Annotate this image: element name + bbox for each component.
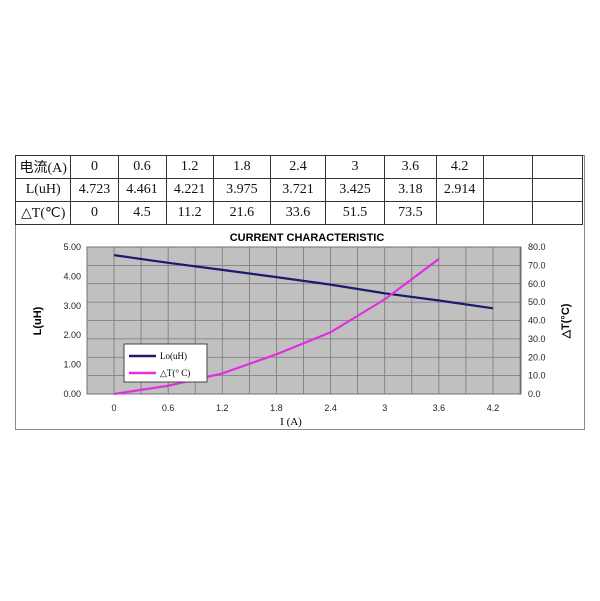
- y-tick-label: 0.00: [63, 389, 81, 399]
- table-cell: [531, 155, 584, 179]
- y-tick-label: 2.00: [63, 330, 81, 340]
- table-cell: 11.2: [165, 201, 214, 225]
- x-tick-label: 4.2: [487, 403, 500, 413]
- data-table: 电流(A) 0 0.6 1.2 1.8 2.4 3 3.6 4.2 L(uH) 4.723 4.461…: [14, 155, 584, 225]
- table-row: △T(℃) 0 4.5 11.2 21.6 33.6 51.5 73.5: [14, 201, 584, 225]
- legend-label: △T(° C): [160, 368, 190, 378]
- y2-tick-label: 80.0: [528, 242, 546, 252]
- y2-tick-label: 0.0: [528, 389, 541, 399]
- y2-tick-label: 60.0: [528, 279, 546, 289]
- x-tick-label: 3.6: [433, 403, 446, 413]
- table-cell: 4.723: [70, 178, 119, 202]
- y2-tick-label: 50.0: [528, 297, 546, 307]
- y2-tick-label: 20.0: [528, 352, 546, 362]
- y2-tick-label: 70.0: [528, 260, 546, 270]
- series-line-inductance: [113, 254, 494, 310]
- x-tick-label: 0.6: [162, 403, 175, 413]
- table-cell: 1.8: [212, 155, 272, 179]
- y-tick-label: 5.00: [63, 242, 81, 252]
- x-tick-label: 1.8: [270, 403, 283, 413]
- y2-tick-label: 30.0: [528, 334, 546, 344]
- x-tick-label: 1.2: [216, 403, 229, 413]
- legend-label: Lo(uH): [160, 351, 187, 361]
- table-cell: 3.975: [212, 178, 272, 202]
- table-cell: 4.2: [435, 155, 484, 179]
- table-cell: 33.6: [270, 201, 326, 225]
- series-line-temperature: [113, 258, 440, 396]
- y-tick-label: 1.00: [63, 360, 81, 370]
- table-row: 电流(A) 0 0.6 1.2 1.8 2.4 3 3.6 4.2: [14, 155, 584, 179]
- table-cell: 73.5: [384, 201, 437, 225]
- table-cell: [435, 201, 484, 225]
- table-cell: 0: [70, 155, 119, 179]
- y-axis-label: L(uH): [32, 306, 44, 335]
- chart-title: CURRENT CHARACTERISTIC: [230, 232, 385, 244]
- y2-tick-label: 40.0: [528, 316, 546, 326]
- table-cell: [482, 178, 533, 202]
- table-cell: 21.6: [212, 201, 272, 225]
- table-cell: [531, 201, 584, 225]
- table-cell: 3.721: [270, 178, 326, 202]
- x-tick-label: 0: [111, 403, 116, 413]
- row-header: L(uH): [14, 178, 72, 202]
- x-tick-label: 3: [382, 403, 387, 413]
- y-tick-label: 4.00: [63, 271, 81, 281]
- y2-axis-label: △T(°C): [560, 303, 572, 339]
- chart-frame: 电流(A) 0 0.6 1.2 1.8 2.4 3 3.6 4.2 L(uH) 4.723 4.461…: [14, 155, 585, 430]
- table-cell: 51.5: [324, 201, 386, 225]
- row-header: 电流(A): [14, 155, 72, 179]
- y2-tick-label: 10.0: [528, 371, 546, 381]
- table-cell: 4.221: [165, 178, 214, 202]
- y-tick-label: 3.00: [63, 301, 81, 311]
- row-header: △T(℃): [14, 201, 72, 225]
- x-tick-label: 2.4: [324, 403, 337, 413]
- table-cell: 3: [324, 155, 386, 179]
- legend-box: [123, 343, 208, 383]
- table-cell: 3.6: [384, 155, 437, 179]
- table-cell: 0: [70, 201, 119, 225]
- x-axis-label: I (A): [280, 416, 302, 428]
- table-cell: 3.425: [324, 178, 386, 202]
